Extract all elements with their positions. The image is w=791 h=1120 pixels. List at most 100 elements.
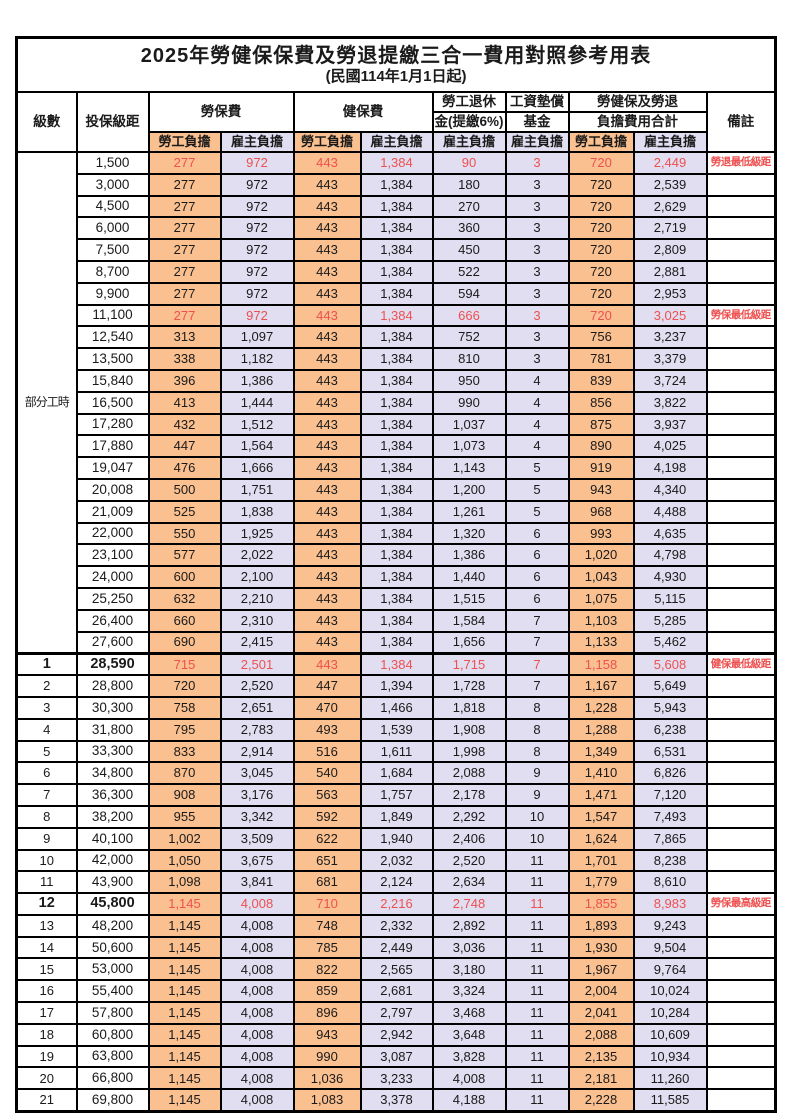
- health-employer-cell: 2,032: [359, 848, 434, 873]
- remark-cell: [705, 957, 777, 982]
- level-cell: 8: [15, 804, 78, 829]
- health-employer-cell: 1,384: [359, 477, 434, 502]
- health-employee-cell: 990: [292, 1044, 362, 1069]
- total-employer-cell: 2,881: [632, 259, 708, 284]
- bracket-cell: 43,900: [75, 870, 150, 895]
- table-row: 8,700 277 972 443 1,384 522 3 720 2,881: [17, 259, 777, 284]
- total-employer-cell: 3,822: [632, 390, 708, 415]
- labor-employer-cell: 4,008: [219, 1088, 295, 1113]
- remark-cell: [705, 979, 777, 1004]
- labor-employee-cell: 1,145: [147, 913, 222, 938]
- health-employee-cell: 859: [292, 979, 362, 1004]
- health-employer-cell: 1,384: [359, 172, 434, 197]
- total-employee-cell: 943: [567, 477, 635, 502]
- pension-cell: 1,515: [431, 586, 507, 611]
- labor-employer-cell: 972: [219, 259, 295, 284]
- total-employee-cell: 1,779: [567, 870, 635, 895]
- subheader-labor-employer: 雇主負擔: [219, 131, 295, 153]
- wage-fund-cell: 8: [504, 739, 570, 764]
- labor-employee-cell: 413: [147, 390, 222, 415]
- wage-fund-cell: 11: [504, 1001, 570, 1025]
- health-employer-cell: 1,384: [359, 281, 434, 306]
- bracket-cell: 28,590: [75, 651, 150, 677]
- remark-cell: [705, 608, 777, 633]
- health-employee-cell: 896: [292, 1001, 362, 1025]
- total-employer-cell: 2,953: [632, 281, 708, 306]
- level-cell: 5: [15, 739, 78, 764]
- labor-employee-cell: 432: [147, 412, 222, 437]
- table-row: 13 48,200 1,145 4,008 748 2,332 2,892 11 1,893 9,…: [15, 913, 777, 938]
- level-cell: 18: [15, 1022, 78, 1047]
- table-row: 22,000 550 1,925 443 1,384 1,320 6 993 4,635: [17, 521, 777, 546]
- total-employee-cell: 2,181: [567, 1066, 635, 1091]
- subheader-pension-employer: 雇主負擔: [431, 131, 507, 153]
- bracket-cell: 12,540: [75, 325, 150, 350]
- bracket-cell: 16,500: [75, 390, 150, 415]
- table-title-cell: 2025年勞健保保費及勞退提繳三合一費用對照參考用表 (民國114年1月1日起): [15, 36, 777, 93]
- wage-fund-cell: 4: [504, 368, 570, 393]
- labor-employer-cell: 2,501: [219, 651, 295, 677]
- part-time-label: 部分工時: [15, 150, 78, 655]
- total-employer-cell: 5,649: [632, 674, 708, 698]
- pension-cell: 810: [431, 347, 507, 371]
- wage-fund-cell: 4: [504, 412, 570, 437]
- labor-employee-cell: 1,145: [147, 1044, 222, 1069]
- labor-employer-cell: 4,008: [219, 935, 295, 960]
- pension-cell: 3,468: [431, 1001, 507, 1025]
- pension-cell: 2,634: [431, 870, 507, 895]
- labor-employer-cell: 972: [219, 303, 295, 328]
- health-employee-cell: 443: [292, 303, 362, 328]
- remark-cell: [705, 913, 777, 938]
- col-header-remark: 備註: [705, 91, 777, 153]
- pension-cell: 2,406: [431, 826, 507, 851]
- total-employee-cell: 720: [567, 238, 635, 262]
- health-employee-cell: 443: [292, 368, 362, 393]
- table-row: 19,047 476 1,666 443 1,384 1,143 5 919 4,198: [17, 456, 777, 480]
- health-employee-cell: 1,036: [292, 1066, 362, 1091]
- wage-fund-cell: 11: [504, 1022, 570, 1047]
- labor-employee-cell: 277: [147, 238, 222, 262]
- total-employee-cell: 1,103: [567, 608, 635, 633]
- remark-cell: [705, 281, 777, 306]
- labor-employer-cell: 2,100: [219, 565, 295, 589]
- pension-cell: 2,292: [431, 804, 507, 829]
- bracket-cell: 4,500: [75, 194, 150, 219]
- remark-cell: [705, 565, 777, 589]
- table-row: 11,100 277 972 443 1,384 666 3 720 3,025 勞保最低級距: [17, 303, 777, 328]
- pension-cell: 90: [431, 151, 507, 175]
- health-employee-cell: 748: [292, 913, 362, 938]
- col-header-pension-line2: 金(提繳6%): [431, 111, 507, 133]
- premium-reference-table: 2025年勞健保保費及勞退提繳三合一費用對照參考用表 (民國114年1月1日起)…: [15, 36, 778, 1113]
- total-employee-cell: 856: [567, 390, 635, 415]
- total-employer-cell: 9,764: [632, 957, 708, 982]
- bracket-cell: 17,880: [75, 434, 150, 459]
- total-employer-cell: 4,798: [632, 543, 708, 568]
- bracket-cell: 27,600: [75, 630, 150, 655]
- table-row: 3,000 277 972 443 1,384 180 3 720 2,539: [17, 172, 777, 197]
- table-row: 11 43,900 1,098 3,841 681 2,124 2,634 11 1,779 8,…: [15, 870, 777, 895]
- bracket-cell: 9,900: [75, 281, 150, 306]
- pension-cell: 3,648: [431, 1022, 507, 1047]
- table-row: 21,009 525 1,838 443 1,384 1,261 5 968 4,488: [17, 499, 777, 524]
- bracket-cell: 33,300: [75, 739, 150, 764]
- bracket-cell: 30,300: [75, 695, 150, 720]
- pension-cell: 3,324: [431, 979, 507, 1004]
- col-header-wage-fund-line1: 工資墊償: [504, 91, 570, 113]
- health-employee-cell: 443: [292, 651, 362, 677]
- wage-fund-cell: 3: [504, 216, 570, 241]
- subheader-total-employee: 勞工負擔: [567, 131, 635, 153]
- pension-cell: 3,036: [431, 935, 507, 960]
- health-employee-cell: 470: [292, 695, 362, 720]
- labor-employee-cell: 1,145: [147, 1001, 222, 1025]
- total-employee-cell: 1,158: [567, 651, 635, 677]
- health-employer-cell: 1,466: [359, 695, 434, 720]
- health-employer-cell: 1,384: [359, 216, 434, 241]
- total-employer-cell: 8,238: [632, 848, 708, 873]
- total-employee-cell: 1,133: [567, 630, 635, 655]
- pension-cell: 1,037: [431, 412, 507, 437]
- total-employer-cell: 8,983: [632, 892, 708, 916]
- wage-fund-cell: 7: [504, 651, 570, 677]
- total-employee-cell: 968: [567, 499, 635, 524]
- health-employee-cell: 443: [292, 172, 362, 197]
- total-employee-cell: 1,930: [567, 935, 635, 960]
